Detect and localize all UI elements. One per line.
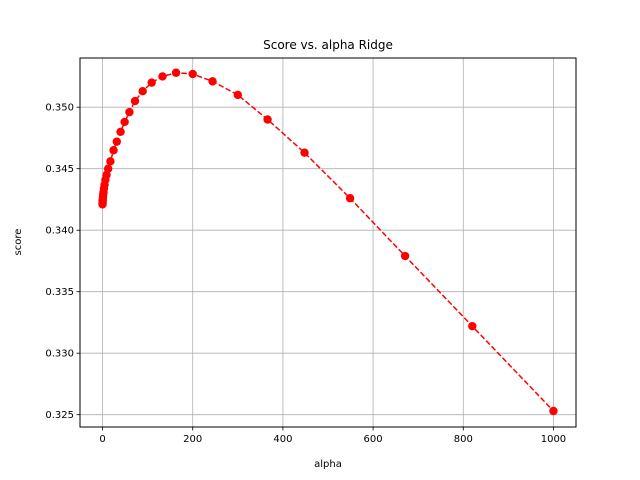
data-point	[130, 96, 140, 106]
data-point	[158, 72, 167, 81]
y-axis-title: score	[13, 229, 24, 256]
x-tick-label: 200	[183, 434, 202, 445]
data-point	[112, 137, 121, 146]
data-point	[263, 115, 272, 124]
chart-title: Score vs. alpha Ridge	[263, 38, 393, 52]
y-tick-label: 0.340	[45, 226, 74, 237]
data-point	[345, 194, 355, 203]
data-point	[300, 148, 309, 157]
x-tick-label: 800	[454, 434, 473, 445]
data-point	[233, 90, 243, 100]
y-tick-label: 0.350	[45, 103, 74, 114]
data-point	[188, 69, 197, 79]
plot-frame	[79, 57, 577, 428]
data-point	[147, 78, 156, 87]
data-point	[125, 107, 134, 117]
data-point	[208, 77, 217, 86]
x-tick-label: 400	[273, 434, 292, 445]
x-tick-label: 0	[99, 434, 105, 445]
grid-lines	[80, 58, 576, 427]
data-point	[103, 164, 113, 173]
data-point	[109, 146, 118, 155]
series-layer	[98, 68, 558, 416]
x-tick-label: 1000	[541, 434, 566, 445]
y-tick-label: 0.345	[45, 164, 74, 175]
data-point	[106, 157, 115, 166]
x-axis: 0 200 400 600 800 1000	[99, 427, 566, 445]
data-point	[138, 87, 147, 96]
data-point	[171, 68, 181, 77]
data-point	[549, 406, 558, 416]
x-axis-title: alpha	[314, 459, 342, 470]
y-tick-label: 0.335	[45, 287, 74, 298]
data-point	[120, 117, 129, 127]
y-tick-label: 0.325	[45, 410, 74, 421]
data-point	[400, 251, 410, 261]
data-point	[468, 321, 477, 331]
data-point	[116, 127, 125, 136]
series-line	[101, 72, 554, 412]
y-tick-label: 0.330	[45, 349, 74, 360]
x-tick-label: 600	[364, 434, 383, 445]
y-axis: 0.325 0.330 0.335 0.340 0.345 0.350	[45, 103, 80, 421]
